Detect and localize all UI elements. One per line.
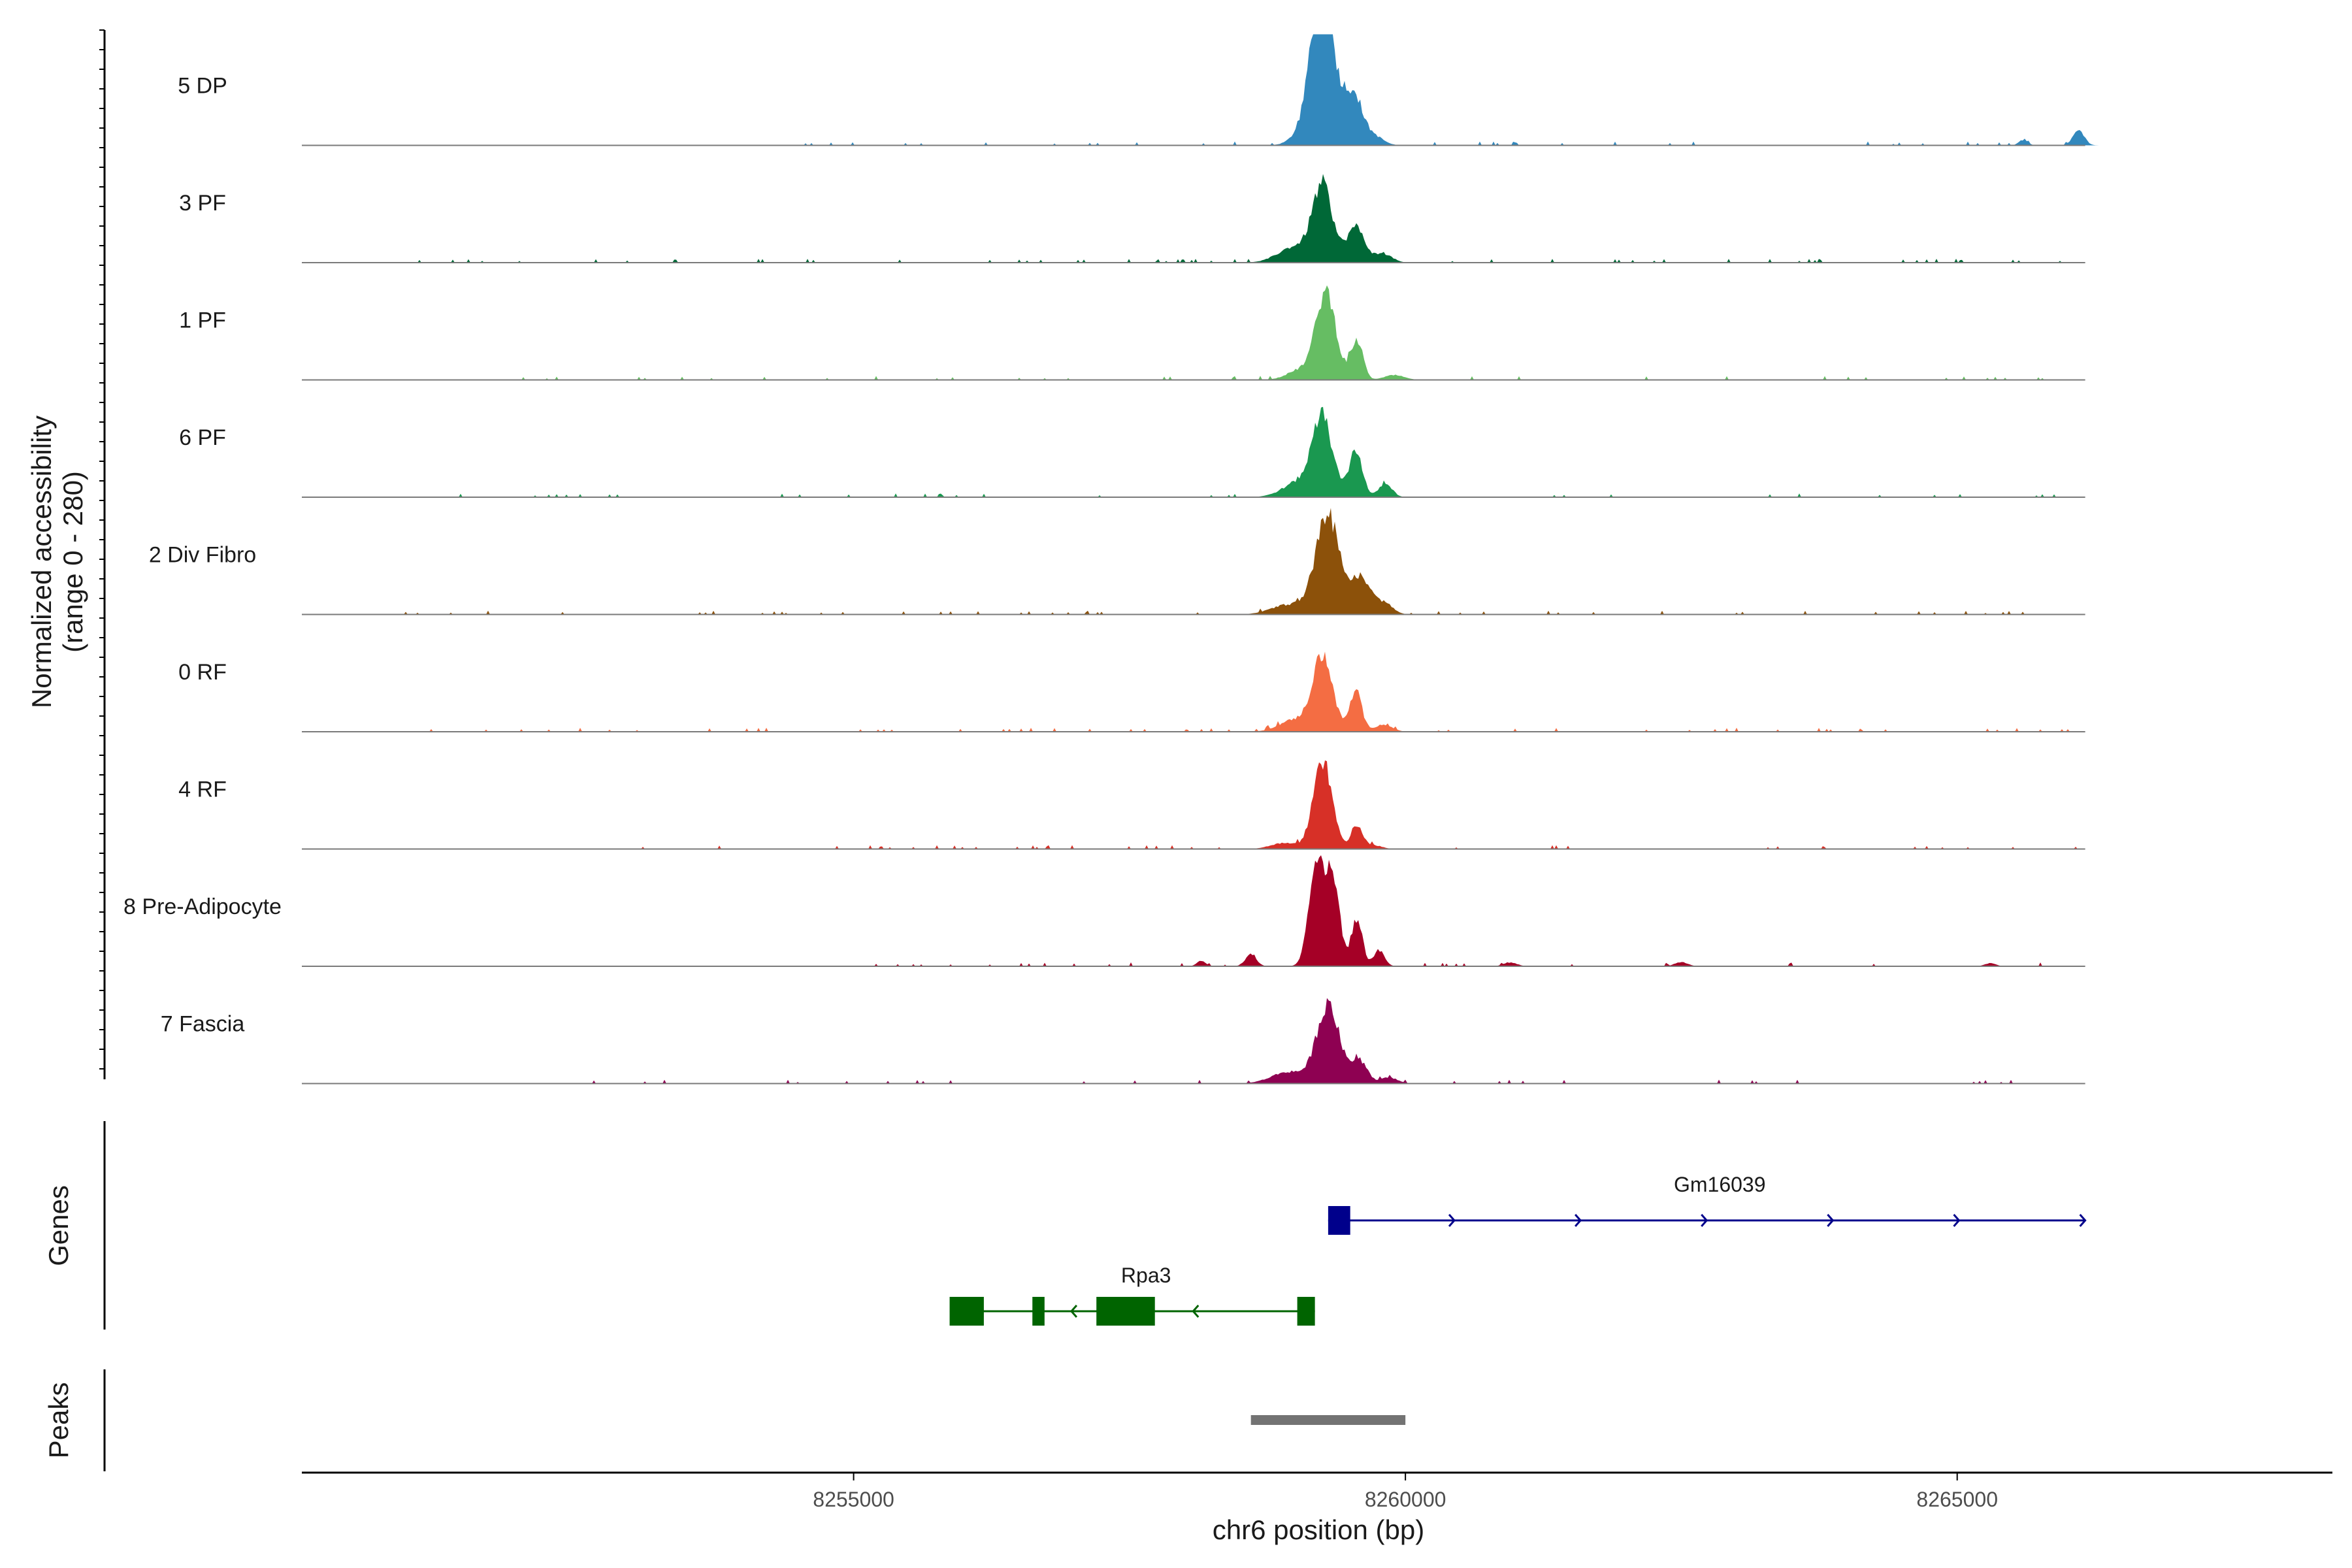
- coverage-area-0-rf: [302, 651, 2332, 732]
- gene-label-gm16039: Gm16039: [1674, 1173, 1766, 1196]
- x-axis-title: chr6 position (bp): [1213, 1514, 1425, 1545]
- strand-arrow: [1448, 1214, 1456, 1227]
- exon-rpa3: [1096, 1297, 1155, 1326]
- strand-arrow: [2079, 1214, 2087, 1227]
- track-0-rf: 0 RF: [178, 651, 2332, 732]
- coverage-area-4-rf: [302, 760, 2332, 849]
- exon-gm16039: [1328, 1206, 1350, 1235]
- track-label-1-pf: 1 PF: [179, 308, 226, 333]
- coverage-area-6-pf: [302, 406, 2332, 497]
- strand-arrow: [1192, 1305, 1200, 1318]
- x-axis-ticks: 8255000 8260000 8265000: [813, 1473, 1998, 1511]
- strand-arrow: [1575, 1214, 1582, 1227]
- x-tick-label: 8255000: [813, 1488, 894, 1511]
- x-tick-label: 8260000: [1365, 1488, 1446, 1511]
- exon-rpa3: [1032, 1297, 1045, 1326]
- track-label-6-pf: 6 PF: [179, 425, 226, 450]
- gene-rpa3: Rpa3: [949, 1264, 1315, 1326]
- strand-arrow: [1701, 1214, 1708, 1227]
- track-label-4-rf: 4 RF: [178, 777, 227, 802]
- track-label-2-div-fibro: 2 Div Fibro: [149, 543, 256, 568]
- track-label-0-rf: 0 RF: [178, 660, 227, 685]
- peaks-panel-title: Peaks: [43, 1382, 74, 1459]
- track-8-pre-adipocyte: 8 Pre-Adipocyte: [123, 855, 2332, 967]
- x-tick-label: 8265000: [1916, 1488, 1998, 1511]
- coverage-area-2-div-fibro: [302, 508, 2332, 615]
- track-label-3-pf: 3 PF: [179, 191, 226, 216]
- gene-gm16039: Gm16039: [1328, 1173, 2087, 1235]
- y-axis-ticks: [99, 29, 105, 1070]
- track-label-5-dp: 5 DP: [178, 74, 227, 99]
- track-label-8-pre-adipocyte: 8 Pre-Adipocyte: [123, 894, 282, 919]
- y-axis-title-line2: (range 0 - 280): [57, 471, 88, 653]
- coverage-area-5-dp: [302, 34, 2332, 146]
- track-1-pf: 1 PF: [179, 285, 2332, 381]
- track-label-7-fascia: 7 Fascia: [161, 1012, 245, 1037]
- coverage-area-8-pre-adipocyte: [302, 855, 2332, 966]
- gene-label-rpa3: Rpa3: [1121, 1264, 1171, 1287]
- coverage-area-1-pf: [302, 285, 2332, 380]
- coverage-area-7-fascia: [302, 998, 2332, 1084]
- peaks-panel: [1250, 1415, 1406, 1425]
- track-7-fascia: 7 Fascia: [161, 998, 2332, 1085]
- strand-arrow: [1827, 1214, 1835, 1227]
- track-4-rf: 4 RF: [178, 760, 2332, 850]
- peak-region: [1250, 1415, 1406, 1425]
- strand-arrow: [1953, 1214, 1961, 1227]
- coverage-area-3-pf: [302, 174, 2332, 263]
- y-axis-title-line1: Normalized accessibility: [26, 416, 57, 708]
- exon-rpa3: [949, 1297, 984, 1326]
- genes-panel: Gm16039 Rpa3: [949, 1173, 2087, 1326]
- coverage-tracks: 5 DP 3 PF 1 PF 6 PF 2 Div Fibro 0 RF 4 RF 8 Pre…: [123, 34, 2332, 1085]
- track-5-dp: 5 DP: [178, 34, 2332, 146]
- strand-arrow: [1070, 1305, 1078, 1318]
- track-6-pf: 6 PF: [179, 406, 2332, 498]
- exon-rpa3: [1297, 1297, 1315, 1326]
- genes-panel-title: Genes: [43, 1185, 74, 1266]
- track-2-div-fibro: 2 Div Fibro: [149, 508, 2332, 615]
- track-3-pf: 3 PF: [179, 174, 2332, 263]
